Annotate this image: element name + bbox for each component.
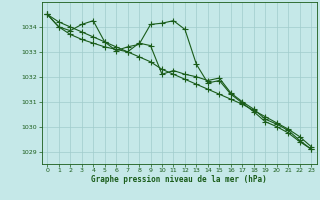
- X-axis label: Graphe pression niveau de la mer (hPa): Graphe pression niveau de la mer (hPa): [91, 175, 267, 184]
